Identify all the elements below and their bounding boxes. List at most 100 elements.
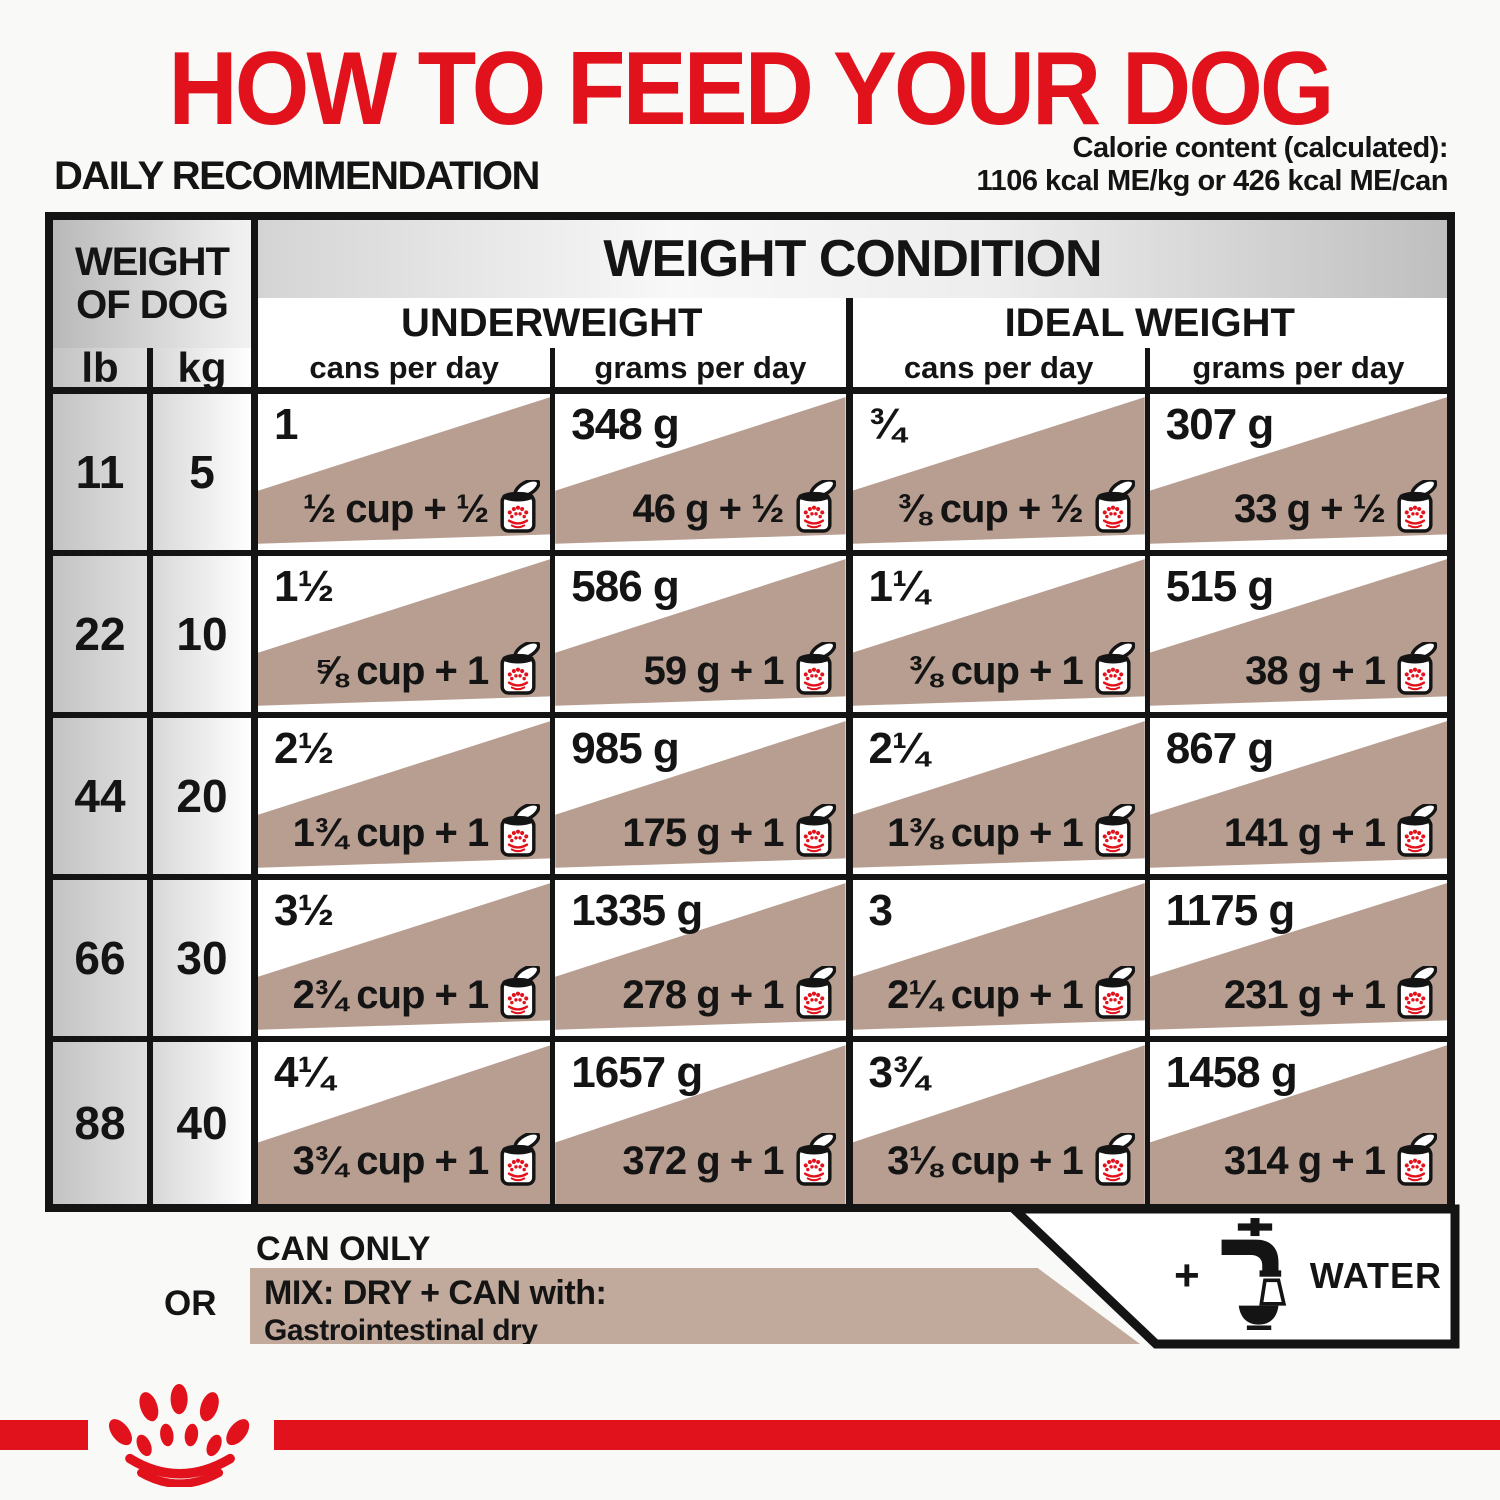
can-icon	[792, 1133, 836, 1191]
mix-value-text: 33 g + ½	[1234, 486, 1386, 531]
weight-kg-cell: 5	[153, 394, 258, 556]
weight-of-dog-line1: WEIGHT	[75, 239, 230, 284]
mix-value: 2¼ cup + 1	[887, 961, 1135, 1030]
daily-recommendation-label: DAILY RECOMMENDATION	[54, 154, 540, 198]
mix-value-text: 2¼ cup + 1	[887, 972, 1084, 1017]
can-icon	[792, 804, 836, 862]
mix-value: 175 g + 1	[622, 799, 835, 868]
mix-legend-line2: Gastrointestinal dry	[264, 1314, 538, 1347]
ideal-grams-header: grams per day	[1149, 348, 1447, 394]
weight-lb-value: 44	[74, 770, 126, 822]
mix-value: ⅜ cup + 1	[908, 637, 1134, 706]
weight-lb-value: 22	[74, 608, 126, 660]
mix-value: 1⅜ cup + 1	[887, 799, 1135, 868]
mix-value: 2¾ cup + 1	[293, 961, 541, 1030]
mix-value: 141 g + 1	[1224, 799, 1437, 868]
weight-kg-value: 5	[189, 446, 215, 498]
mix-value-text: 175 g + 1	[622, 810, 784, 855]
water-callout: + WATER	[1006, 1204, 1460, 1350]
ideal-cans-cell: 3 2¼ cup + 1	[852, 880, 1150, 1042]
ideal-cans-header: cans per day	[852, 348, 1150, 394]
can-only-value: 2¼	[868, 724, 929, 773]
ideal-grams-cell: 867 g 141 g + 1	[1149, 718, 1447, 880]
water-faucet-icon	[1221, 1218, 1286, 1330]
mix-legend-band: MIX: DRY + CAN with: Gastrointestinal dr…	[250, 1268, 1140, 1344]
weight-lb-value: 88	[74, 1097, 126, 1149]
can-only-value: 1½	[274, 562, 334, 611]
can-only-value: 348 g	[571, 400, 680, 449]
ideal-grams-cell: 307 g 33 g + ½	[1149, 394, 1447, 556]
mix-value-text: 278 g + 1	[622, 972, 784, 1017]
mix-value: 372 g + 1	[622, 1126, 835, 1197]
mix-value: 46 g + ½	[633, 475, 836, 544]
mix-value: 3¾ cup + 1	[293, 1126, 541, 1197]
mix-value-text: 3⅛ cup + 1	[887, 1139, 1084, 1184]
can-icon	[792, 480, 836, 538]
mix-value: 33 g + ½	[1234, 475, 1437, 544]
ideal-weight-header: IDEAL WEIGHT	[852, 298, 1447, 348]
can-icon	[792, 642, 836, 700]
mix-value-text: 38 g + 1	[1245, 648, 1386, 693]
can-only-value: 1657 g	[571, 1048, 703, 1097]
mix-value: ⅝ cup + 1	[314, 637, 540, 706]
can-icon	[1091, 642, 1135, 700]
weight-condition-header: WEIGHT CONDITION	[258, 220, 1447, 298]
can-only-value: 985 g	[571, 724, 680, 773]
ideal-cans-cell: 1¼ ⅜ cup + 1	[852, 556, 1150, 718]
mix-value-text: ⅜ cup + 1	[908, 648, 1083, 693]
mix-value: 314 g + 1	[1224, 1126, 1437, 1197]
mix-value-text: ½ cup + ½	[302, 486, 490, 531]
weight-lb-cell: 11	[53, 394, 153, 556]
underweight-grams-cell: 586 g 59 g + 1	[555, 556, 853, 718]
mix-value-text: 3¾ cup + 1	[292, 1139, 490, 1184]
can-only-label: CAN ONLY	[256, 1230, 431, 1268]
ideal-cans-cell: 2¼ 1⅜ cup + 1	[852, 718, 1150, 880]
mix-value-text: 2¾ cup + 1	[292, 972, 490, 1017]
calorie-content: Calorie content (calculated): 1106 kcal …	[976, 132, 1449, 199]
mix-value: 3⅛ cup + 1	[887, 1126, 1135, 1197]
can-only-value: 307 g	[1165, 400, 1275, 449]
weight-lb-value: 11	[75, 446, 125, 498]
feeding-table: WEIGHT OF DOG WEIGHT CONDITION UNDERWEIG…	[45, 212, 1455, 1212]
mix-value: 38 g + 1	[1245, 637, 1437, 706]
ideal-grams-cell: 515 g 38 g + 1	[1149, 556, 1447, 718]
mix-value-text: 59 g + 1	[643, 648, 785, 693]
mix-value-text: 141 g + 1	[1223, 810, 1386, 855]
can-only-value: 3	[868, 886, 894, 935]
can-icon	[496, 1133, 540, 1191]
can-only-value: 3¾	[868, 1048, 929, 1097]
can-icon	[496, 804, 540, 862]
can-only-value: 1	[274, 400, 299, 449]
mix-value: ⅜ cup + ½	[897, 475, 1135, 544]
ideal-grams-cell: 1175 g 231 g + 1	[1149, 880, 1447, 1042]
can-only-value: 1335 g	[571, 886, 703, 935]
can-icon	[1393, 804, 1437, 862]
weight-kg-cell: 10	[153, 556, 258, 718]
can-icon	[496, 480, 540, 538]
can-only-value: 515 g	[1165, 562, 1275, 611]
underweight-grams-cell: 1657 g 372 g + 1	[555, 1042, 853, 1204]
can-only-value: 1458 g	[1165, 1048, 1298, 1097]
can-icon	[1091, 1133, 1135, 1191]
can-only-value: 1¼	[868, 562, 929, 611]
mix-value-text: ⅜ cup + ½	[897, 486, 1084, 531]
weight-kg-value: 40	[176, 1097, 228, 1149]
mix-value-text: 1¾ cup + 1	[292, 810, 490, 855]
mix-value-text: ⅝ cup + 1	[313, 648, 489, 693]
calorie-line-2: 1106 kcal ME/kg or 426 kcal ME/can	[976, 165, 1449, 198]
water-label: WATER	[1309, 1255, 1443, 1296]
weight-kg-value: 20	[176, 770, 228, 822]
mix-value: 278 g + 1	[622, 961, 835, 1030]
mix-value: 1¾ cup + 1	[293, 799, 541, 868]
calorie-line-1: Calorie content (calculated):	[1072, 132, 1449, 164]
can-only-value: 586 g	[571, 562, 680, 611]
can-icon	[1091, 966, 1135, 1024]
weight-kg-value: 30	[176, 932, 228, 984]
underweight-grams-header: grams per day	[555, 348, 853, 394]
underweight-grams-cell: 1335 g 278 g + 1	[555, 880, 853, 1042]
can-icon	[1393, 480, 1437, 538]
weight-kg-cell: 20	[153, 718, 258, 880]
underweight-cans-cell: 1 ½ cup + ½	[258, 394, 556, 556]
weight-of-dog-line2: OF DOG	[76, 283, 229, 327]
